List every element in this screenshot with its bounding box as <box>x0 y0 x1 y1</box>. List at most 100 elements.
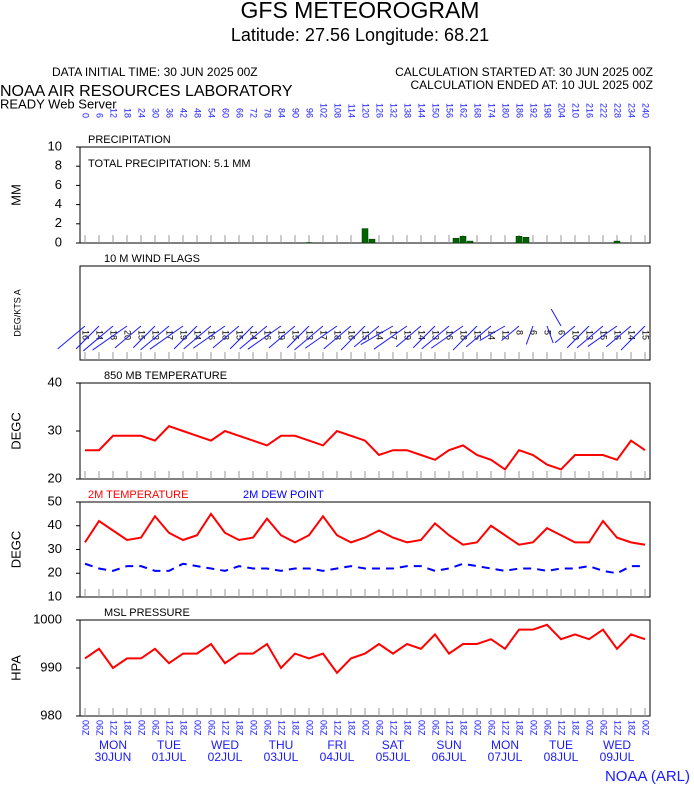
day-label: MON <box>99 738 127 752</box>
wind-flag <box>286 325 310 349</box>
hour-label: 162 <box>459 103 469 118</box>
wind-flag <box>75 325 100 350</box>
y-tick-label: 40 <box>48 374 62 389</box>
wind-flag <box>294 325 324 351</box>
time-label: 06Z <box>431 720 441 736</box>
wind-flag <box>92 325 128 351</box>
date-label: 01JUL <box>152 750 187 764</box>
wind-speed: 14 <box>417 330 427 340</box>
time-label: 00Z <box>641 720 651 736</box>
time-label: 00Z <box>249 720 259 736</box>
time-label: 00Z <box>137 720 147 736</box>
hour-label: 90 <box>291 108 301 118</box>
y-tick-label: 50 <box>48 493 62 508</box>
time-label: 18Z <box>235 720 245 736</box>
time-label: 00Z <box>305 720 315 736</box>
hour-label: 156 <box>445 103 455 118</box>
hour-label: 120 <box>361 103 371 118</box>
day-label: TUE <box>549 738 573 752</box>
wind-flag <box>360 325 394 346</box>
date-label: 30JUN <box>95 750 132 764</box>
wind-speed: 19 <box>403 330 413 340</box>
y-tick-label: 1000 <box>33 611 62 626</box>
hour-label: 108 <box>333 103 343 118</box>
time-label: 06Z <box>375 720 385 736</box>
time-label: 18Z <box>459 720 469 736</box>
time-label: 00Z <box>473 720 483 736</box>
time-label: 00Z <box>193 720 203 736</box>
time-label: 06Z <box>95 720 105 736</box>
panel-title: PRECIPITATION <box>88 134 171 146</box>
time-label: 12Z <box>221 720 231 736</box>
wind-flag <box>501 325 520 342</box>
y-tick-label: 980 <box>40 707 62 722</box>
wind-speed: 16 <box>347 330 357 340</box>
precip-bar <box>361 228 369 244</box>
hour-label: 168 <box>473 103 483 118</box>
hour-label: 240 <box>641 103 651 118</box>
wind-speed: 13 <box>305 330 315 340</box>
time-label: 18Z <box>291 720 301 736</box>
hour-label: 6 <box>95 113 105 118</box>
time-label: 12Z <box>501 720 511 736</box>
wind-flag <box>525 325 534 345</box>
date-label: 04JUL <box>320 750 355 764</box>
y-tick-label: 0 <box>55 234 62 249</box>
wind-flag <box>373 325 408 350</box>
date-label: 08JUL <box>544 750 579 764</box>
day-label: SUN <box>436 738 461 752</box>
time-label: 18Z <box>347 720 357 736</box>
panel-frame <box>79 265 651 361</box>
legend-entry: 2M TEMPERATURE <box>88 489 188 501</box>
wind-flag <box>340 325 366 351</box>
wind-flag <box>546 325 554 344</box>
time-label: 18Z <box>179 720 189 736</box>
wind-flag <box>192 325 226 349</box>
hour-label: 60 <box>221 108 231 118</box>
wind-flag <box>183 325 212 350</box>
calc-ended: CALCULATION ENDED AT: 10 JUL 2025 00Z <box>410 78 653 92</box>
hour-label: 174 <box>487 103 497 118</box>
series-line <box>84 512 646 546</box>
wind-speed: 15 <box>641 330 651 340</box>
wind-speed: 14 <box>193 330 203 340</box>
wind-speed: 16 <box>81 330 91 340</box>
hour-label: 66 <box>235 108 245 118</box>
hour-label: 180 <box>501 103 511 118</box>
panel-title: MSL PRESSURE <box>104 607 190 619</box>
wind-flag <box>173 325 198 350</box>
y-tick-label: 990 <box>40 659 62 674</box>
time-label: 12Z <box>613 720 623 736</box>
precip-bar <box>459 236 467 244</box>
hour-label: 30 <box>151 108 161 118</box>
hour-label: 204 <box>557 103 567 118</box>
hour-label: 114 <box>347 104 357 118</box>
wind-flag <box>566 325 590 349</box>
credit: NOAA (ARL) <box>605 768 690 785</box>
time-label: 00Z <box>81 720 91 736</box>
wind-flag <box>212 325 240 349</box>
wind-flag <box>229 325 254 350</box>
wind-flag <box>576 325 604 349</box>
hour-label: 42 <box>179 108 189 118</box>
wind-speed: 15 <box>137 330 147 340</box>
day-label: WED <box>211 738 239 752</box>
y-axis-label: DEG/KTS A <box>12 289 22 337</box>
day-label: WED <box>603 738 631 752</box>
hour-label: 18 <box>123 108 133 118</box>
hour-label: 234 <box>627 103 637 118</box>
y-tick-label: 10 <box>48 138 62 153</box>
panel-frame <box>79 501 651 598</box>
wind-speed: 15 <box>361 330 371 340</box>
hour-label: 72 <box>249 108 259 118</box>
y-tick-label: 30 <box>48 541 62 556</box>
time-label: 18Z <box>571 720 581 736</box>
precip-bar <box>452 237 460 244</box>
panel-frame <box>79 619 651 717</box>
wind-flag <box>554 325 576 344</box>
precip-bar <box>613 240 621 244</box>
y-tick-label: 4 <box>55 196 62 211</box>
y-tick-label: 10 <box>48 588 62 603</box>
wind-flag <box>421 325 450 350</box>
wind-speed: 18 <box>333 330 343 340</box>
